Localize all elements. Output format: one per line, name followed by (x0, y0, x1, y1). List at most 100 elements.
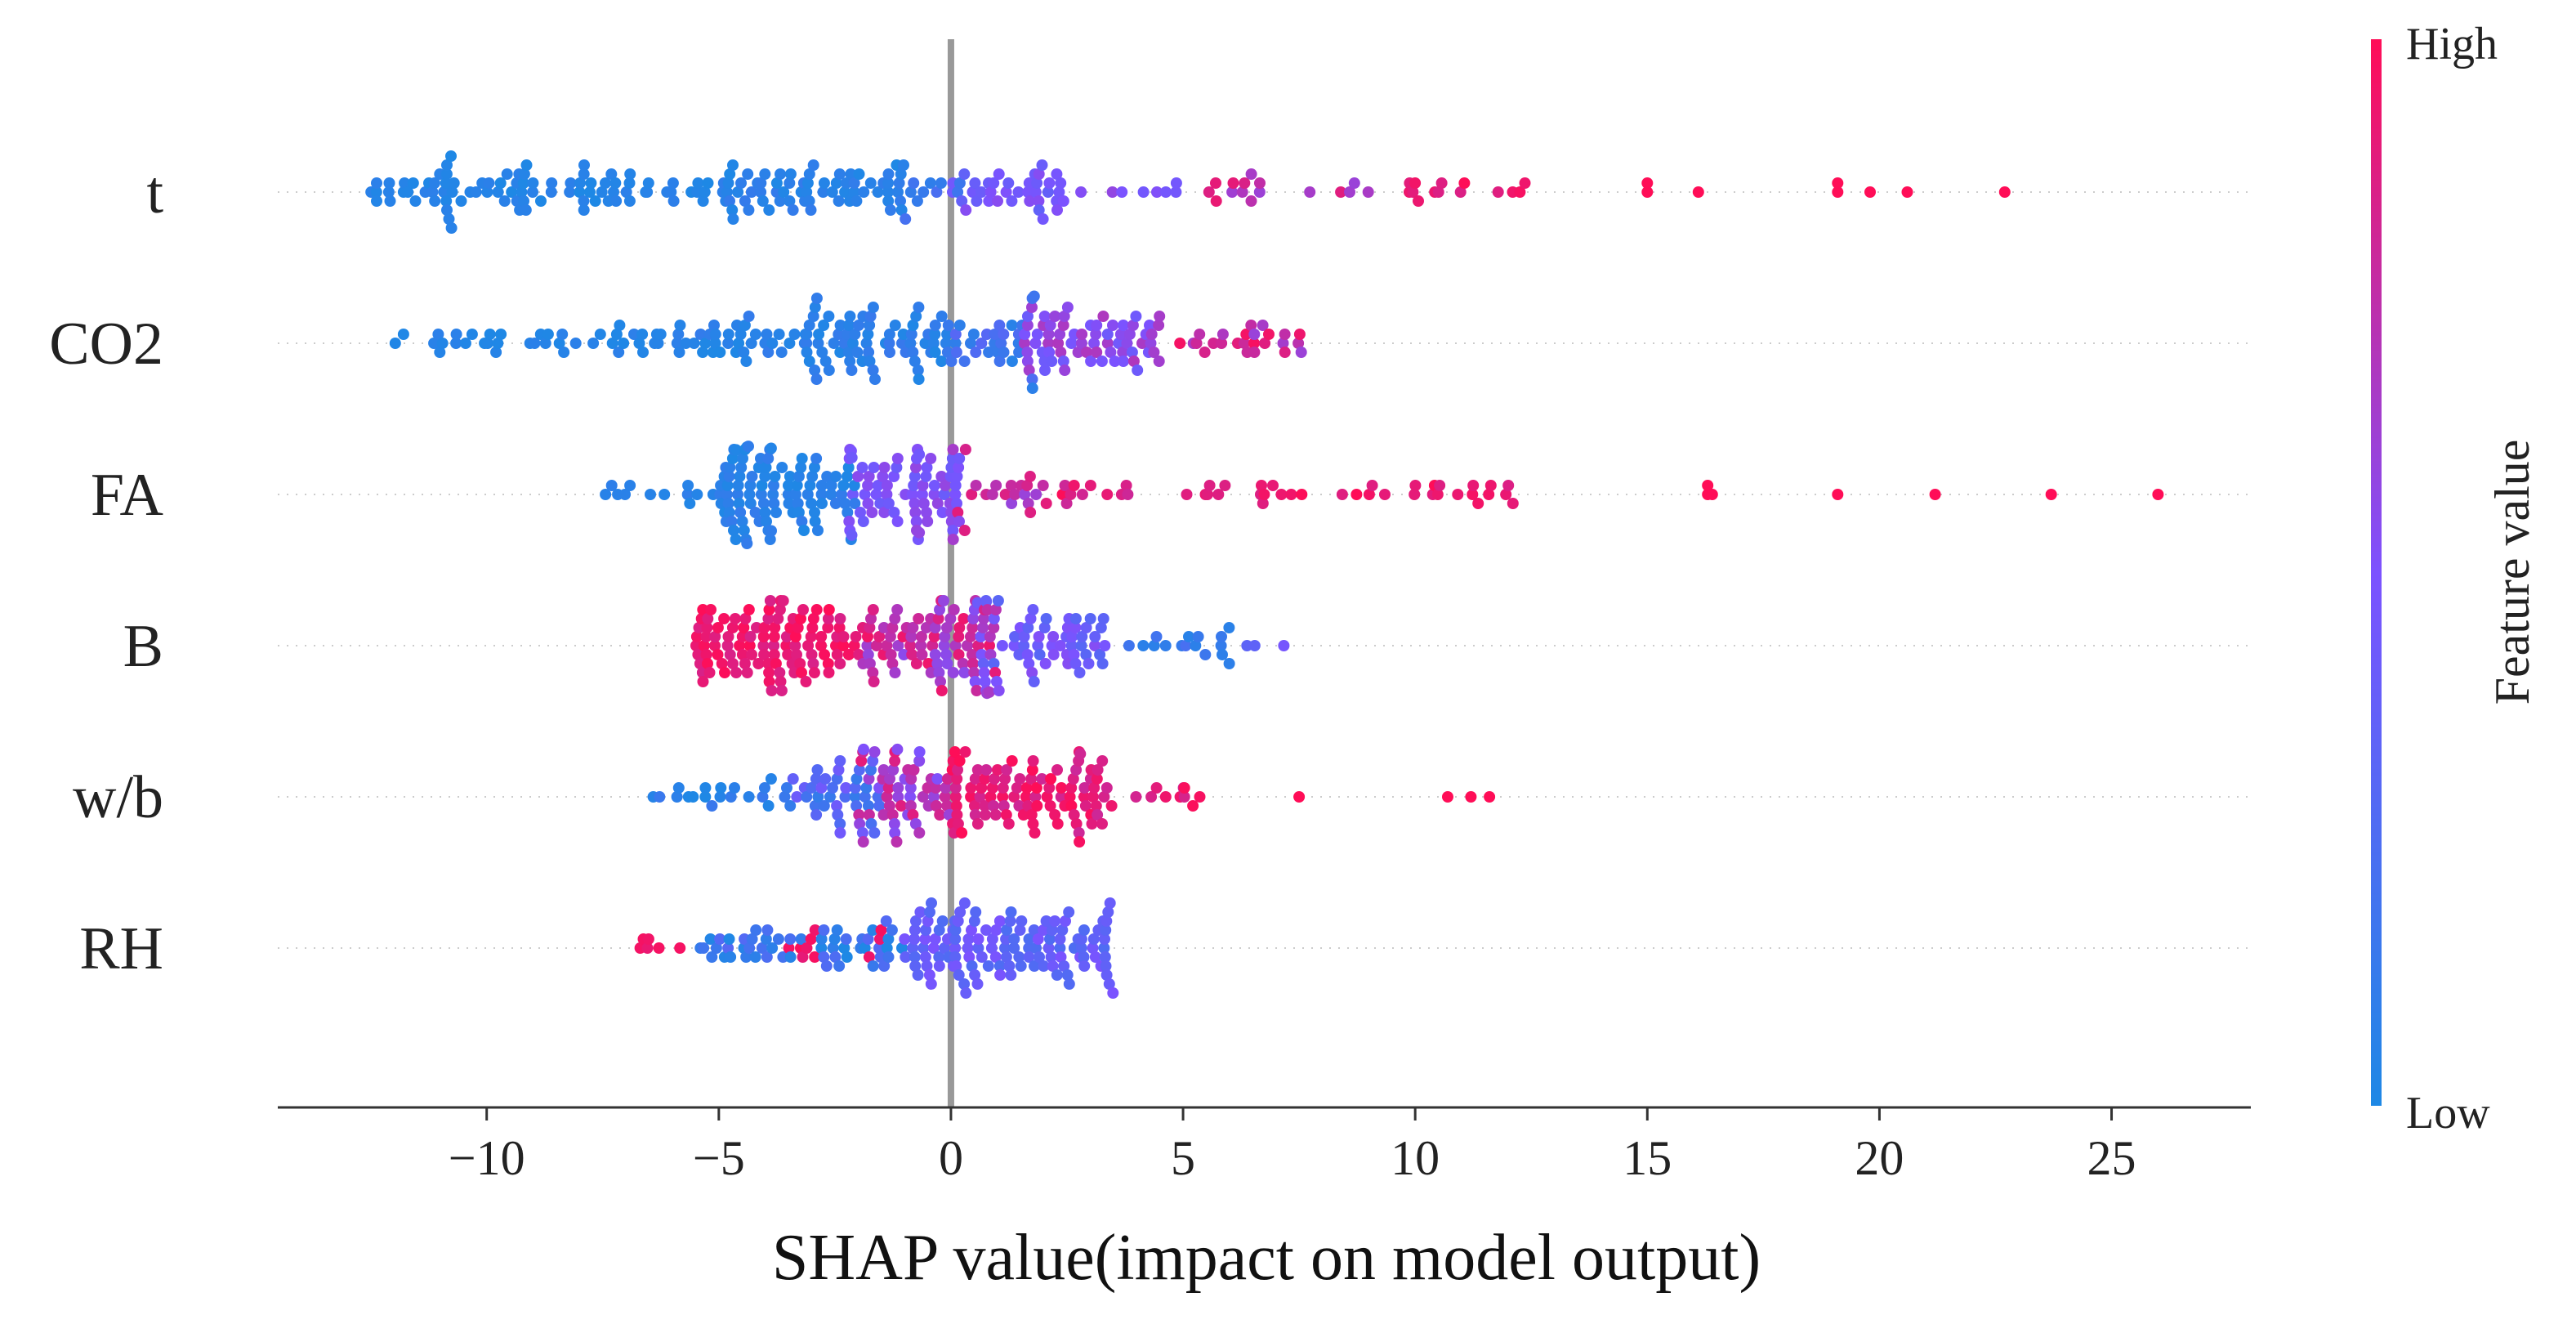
shap-dot (809, 516, 821, 527)
shap-dot (1023, 365, 1035, 376)
shap-dot (950, 960, 962, 972)
shap-dot (1029, 338, 1042, 349)
shap-dot (797, 951, 809, 963)
shap-dot (952, 915, 964, 927)
shap-dot (978, 667, 990, 678)
shap-dot (784, 951, 797, 963)
shap-dot (801, 489, 814, 500)
shap-dot (912, 365, 924, 376)
shap-dot (1483, 489, 1495, 500)
shap-dot (1832, 489, 1844, 500)
shap-dot (1075, 942, 1087, 954)
shap-dot (745, 338, 757, 349)
shap-dot (585, 177, 597, 189)
shap-dot (917, 791, 929, 803)
shap-dot (885, 649, 897, 660)
shap-dot (915, 640, 927, 651)
shap-dot (1148, 640, 1160, 651)
shap-dot (989, 667, 1002, 678)
shap-dot (949, 480, 962, 491)
shap-dot (757, 631, 770, 642)
shap-dot (641, 942, 654, 954)
shap-dot (1069, 613, 1082, 624)
shap-dot (1027, 604, 1039, 615)
shap-dot (824, 791, 836, 803)
shap-dot (1409, 480, 1422, 491)
shap-dot (2045, 489, 2057, 500)
shap-dot (1465, 791, 1477, 803)
shap-dot (931, 498, 944, 509)
shap-dot (846, 338, 859, 349)
shap-dot (820, 960, 833, 972)
shap-dot (721, 489, 733, 500)
shap-dot (1248, 640, 1261, 651)
shap-dot (1027, 818, 1039, 830)
shap-dot (812, 791, 824, 803)
shap-dot (681, 489, 694, 500)
shap-dot (765, 773, 777, 785)
shap-dot (928, 791, 940, 803)
shap-dot (1008, 791, 1020, 803)
shap-dot (609, 177, 622, 189)
shap-dot (922, 658, 935, 669)
shap-dot (1037, 480, 1049, 491)
shap-dot (870, 489, 882, 500)
shap-dot (881, 942, 893, 954)
shap-dot (919, 933, 931, 945)
shap-dot (600, 489, 612, 500)
shap-dot (569, 338, 582, 349)
shap-dot (1279, 347, 1291, 358)
shap-dot (610, 195, 623, 207)
shap-dot (871, 640, 882, 651)
shap-dot (984, 791, 997, 803)
shap-dot (975, 631, 987, 642)
shap-dot (768, 480, 779, 491)
shap-dot (864, 320, 876, 331)
shap-dot (953, 453, 966, 464)
shap-dot (975, 649, 988, 660)
shap-dot (960, 987, 972, 999)
shap-dot (877, 622, 890, 633)
shap-dot (783, 498, 795, 509)
shap-dot (833, 622, 846, 633)
shap-dot (877, 764, 890, 776)
shap-dot (868, 676, 880, 687)
shap-dot (1078, 782, 1091, 794)
shap-dot (803, 195, 815, 207)
shap-dot (801, 791, 813, 803)
shap-dot (1078, 960, 1091, 972)
shap-dot (1006, 320, 1018, 331)
shap-dot (851, 347, 864, 358)
shap-dot (988, 177, 1000, 189)
shap-dot (784, 933, 797, 945)
shap-dot (832, 809, 844, 821)
shap-dot (815, 942, 828, 954)
shap-dot (921, 960, 933, 972)
shap-dot (1216, 631, 1227, 642)
shap-dot (953, 649, 965, 660)
shap-dot (993, 960, 1006, 972)
shap-dot (891, 516, 904, 527)
shap-dot (1021, 356, 1034, 367)
shap-dot (800, 676, 812, 687)
shap-dot (699, 338, 712, 349)
shap-dot (724, 649, 736, 660)
shap-dot (1042, 338, 1055, 349)
shap-dot (642, 933, 654, 945)
shap-dot (909, 933, 921, 945)
shap-dot (1170, 177, 1182, 189)
shap-dot (920, 924, 932, 936)
shap-dot (996, 640, 1008, 651)
shap-dot (926, 897, 937, 909)
shap-dot (1013, 800, 1025, 812)
shap-dot (1028, 924, 1040, 936)
shap-dot (815, 489, 828, 500)
shap-dot (904, 186, 917, 198)
shap-dot (1015, 960, 1027, 972)
shap-dot (818, 320, 830, 331)
shap-dot (998, 329, 1010, 340)
shap-dot (888, 471, 900, 482)
shap-dot (949, 942, 962, 954)
shap-dot (959, 746, 971, 758)
shap-dot (862, 498, 874, 509)
